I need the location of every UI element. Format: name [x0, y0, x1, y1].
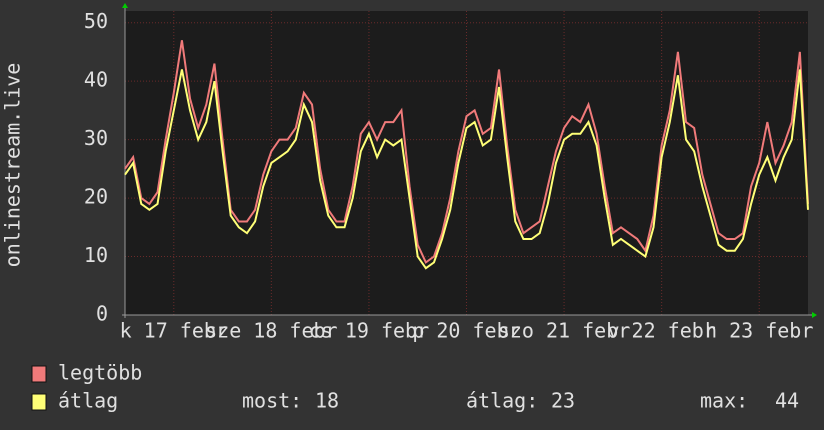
stat-value: 18: [315, 389, 339, 413]
stat-value: 44: [775, 389, 799, 413]
y-tick-label: 50: [84, 9, 108, 33]
x-tick-label: sze 18 febr: [205, 319, 337, 343]
series-line: [124, 69, 809, 270]
x-tick-label: szo 21 febr: [498, 319, 630, 343]
plot-area: [125, 11, 808, 315]
y-tick-label: 20: [84, 185, 108, 209]
legend-label: átlag: [58, 389, 118, 413]
axis-arrow: [122, 3, 128, 8]
stat-value: 23: [551, 389, 575, 413]
x-tick-label: p 20 febr: [412, 319, 520, 343]
y-tick-label: 30: [84, 126, 108, 150]
stat-label: max:: [700, 389, 748, 413]
y-axis-label: onlinestream.live: [1, 63, 25, 268]
stat-label: átlag:: [466, 389, 538, 413]
stat-label: most:: [242, 389, 302, 413]
y-tick-label: 10: [84, 243, 108, 267]
y-tick-label: 40: [84, 68, 108, 92]
x-tick-label: v 22 febr: [607, 319, 715, 343]
x-tick-label: k 17 febr: [120, 319, 228, 343]
series-line: [124, 40, 809, 264]
axis-arrow: [812, 312, 817, 318]
x-tick-label: h 23 febr: [705, 319, 813, 343]
legend-swatch: [31, 393, 47, 411]
legend-swatch: [31, 365, 47, 383]
x-tick-label: cs 19 febr: [309, 319, 429, 343]
y-tick-label: 0: [96, 302, 108, 326]
legend-label: legtöbb: [58, 361, 142, 385]
